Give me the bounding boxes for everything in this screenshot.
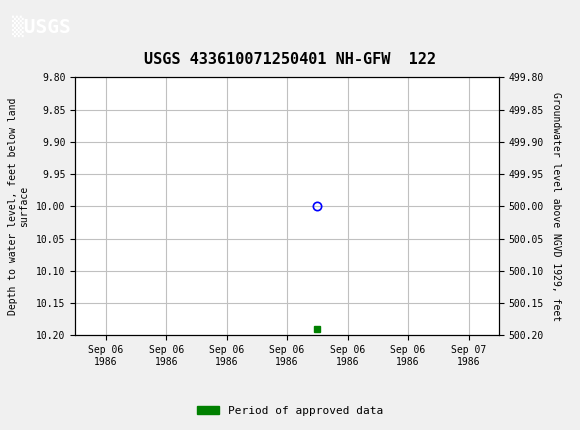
Text: USGS 433610071250401 NH-GFW  122: USGS 433610071250401 NH-GFW 122	[144, 52, 436, 67]
Legend: Period of approved data: Period of approved data	[193, 401, 387, 420]
Y-axis label: Depth to water level, feet below land
surface: Depth to water level, feet below land su…	[8, 98, 30, 315]
Text: ▒USGS: ▒USGS	[12, 15, 70, 37]
Y-axis label: Groundwater level above NGVD 1929, feet: Groundwater level above NGVD 1929, feet	[551, 92, 561, 321]
